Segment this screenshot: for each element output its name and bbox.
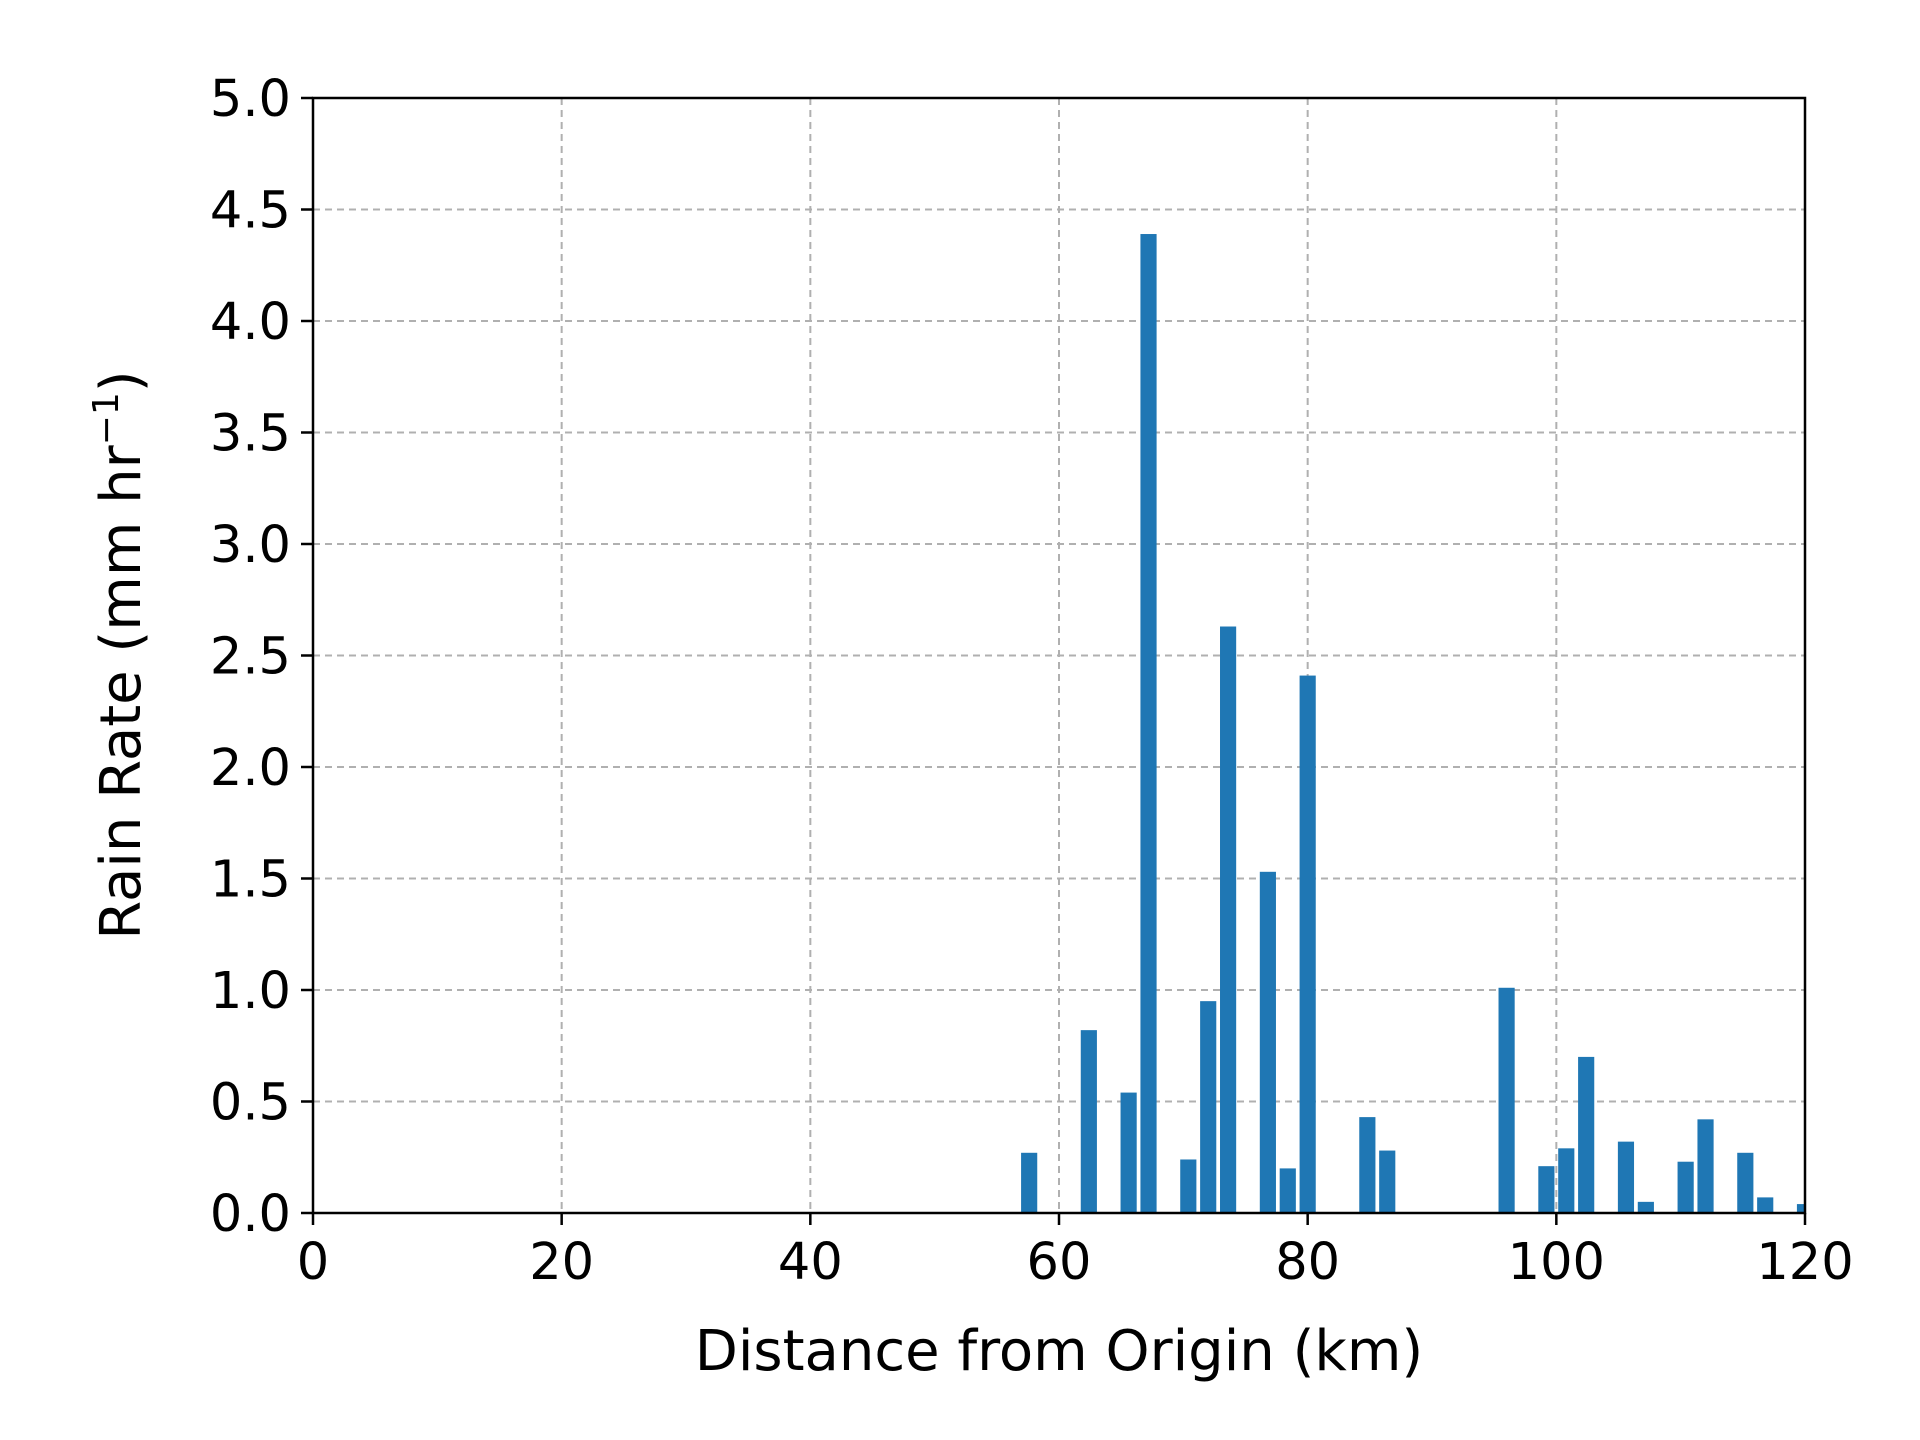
x-tick-label: 80 xyxy=(1275,1233,1340,1292)
bar xyxy=(1259,871,1276,1213)
bar xyxy=(1279,1168,1296,1213)
bar xyxy=(1200,1001,1217,1213)
bar xyxy=(1796,1204,1805,1213)
x-tick-label: 120 xyxy=(1756,1233,1853,1292)
y-tick-label: 4.0 xyxy=(210,293,291,352)
bar xyxy=(1498,987,1515,1213)
y-tick-label: 0.0 xyxy=(210,1185,291,1244)
x-tick-label: 20 xyxy=(529,1233,594,1292)
y-tick-label: 2.0 xyxy=(210,739,291,798)
bar xyxy=(1379,1150,1396,1213)
y-axis-label: Rain Rate (mm hr−1) xyxy=(86,370,154,939)
bar xyxy=(1737,1152,1754,1213)
x-tick-label: 100 xyxy=(1508,1233,1605,1292)
axis-ticks: 0 20 40 60 80 100 120 0.0 0.5 1.0 1.5 2.0 2.5 3.0 3.5 4… xyxy=(210,70,1854,1292)
bar xyxy=(1180,1159,1197,1213)
bar xyxy=(1697,1119,1714,1213)
bar xyxy=(1120,1092,1137,1213)
y-tick-label: 0.5 xyxy=(210,1074,291,1133)
y-tick-label: 1.5 xyxy=(210,851,291,910)
y-axis-label-close: ) xyxy=(89,370,154,392)
bar xyxy=(1578,1056,1595,1213)
bar xyxy=(1637,1201,1654,1213)
y-axis-label-exponent: −1 xyxy=(86,392,127,445)
bar xyxy=(1558,1148,1575,1213)
grid xyxy=(313,98,1805,1213)
y-tick-label: 4.5 xyxy=(210,182,291,241)
bar-series xyxy=(1021,234,1805,1213)
y-tick-label: 3.0 xyxy=(210,516,291,575)
x-tick-label: 60 xyxy=(1027,1233,1092,1292)
x-tick-label: 0 xyxy=(297,1233,329,1292)
bar xyxy=(1021,1152,1038,1213)
bar xyxy=(1617,1141,1635,1213)
y-tick-label: 1.0 xyxy=(210,962,291,1021)
bar xyxy=(1359,1117,1376,1213)
bar xyxy=(1299,675,1316,1213)
x-axis-label: Distance from Origin (km) xyxy=(695,1319,1424,1384)
y-tick-label: 3.5 xyxy=(210,405,291,464)
x-tick-label: 40 xyxy=(778,1233,843,1292)
bar xyxy=(1677,1161,1694,1213)
bar xyxy=(1538,1166,1555,1213)
bar xyxy=(1220,626,1237,1213)
bar xyxy=(1140,234,1157,1213)
y-axis-label-main: Rain Rate (mm hr xyxy=(89,444,154,939)
bar xyxy=(1080,1030,1097,1213)
y-tick-label: 2.5 xyxy=(210,628,291,687)
y-tick-label: 5.0 xyxy=(210,70,291,129)
bar xyxy=(1757,1197,1774,1213)
